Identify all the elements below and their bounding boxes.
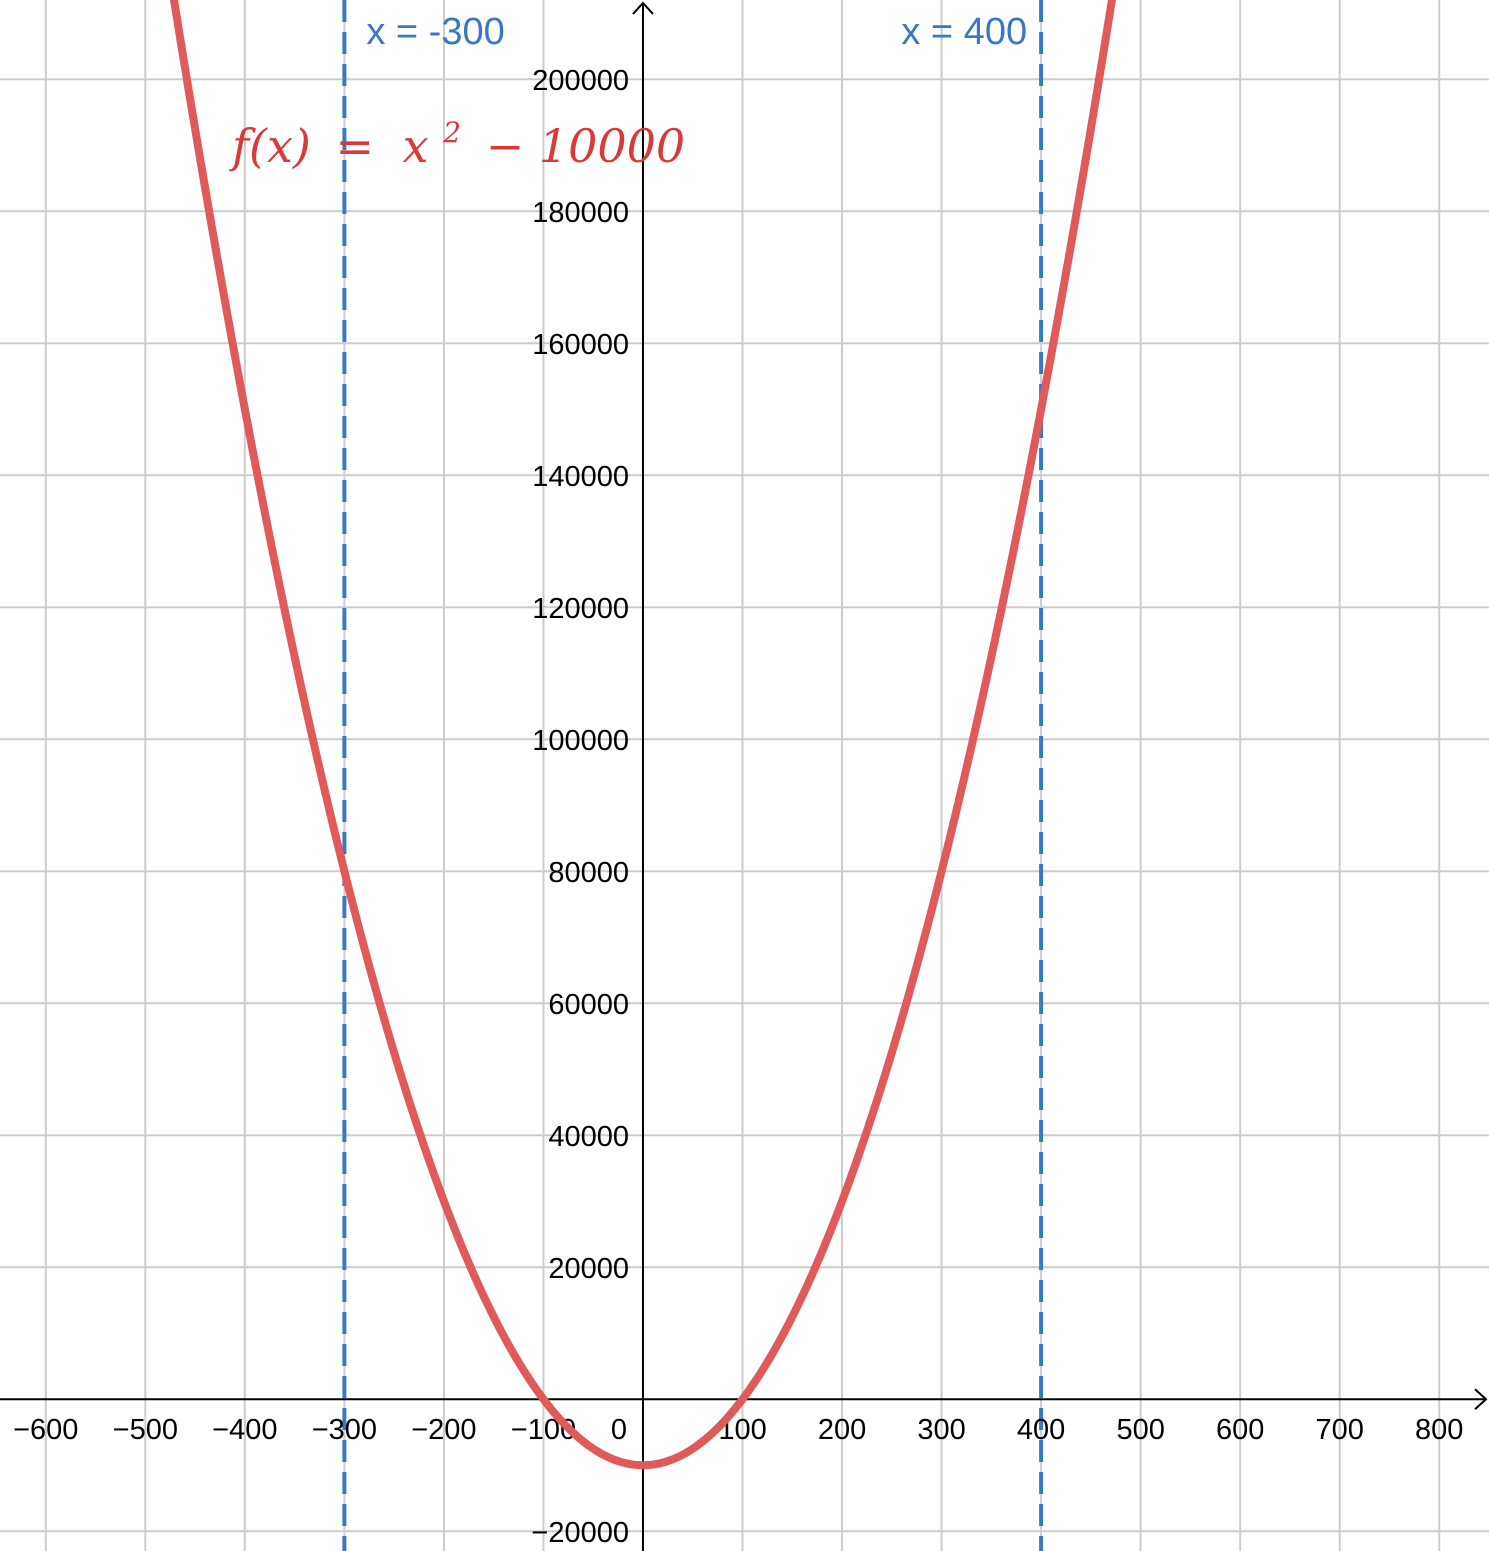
annotations: f(x) = x 2 − 10000 x = -300 x = 400 xyxy=(229,11,1027,173)
x-tick-label: −400 xyxy=(212,1414,277,1446)
function-curve xyxy=(169,0,1116,1470)
y-tick-label: 200000 xyxy=(532,65,629,97)
y-tick-label: 80000 xyxy=(548,857,629,889)
x-tick-label: −300 xyxy=(312,1414,377,1446)
function-label: f(x) = x 2 − 10000 xyxy=(229,99,685,173)
x-tick-label: −600 xyxy=(13,1414,78,1446)
vertical-lines xyxy=(342,0,1044,1551)
origin-label: 0 xyxy=(611,1414,627,1446)
x-tick-label: 400 xyxy=(1017,1414,1065,1446)
y-tick-label: 180000 xyxy=(532,197,629,229)
vertical-line-label: x = 400 xyxy=(901,11,1027,53)
x-tick-label: 300 xyxy=(917,1414,965,1446)
x-axis-arrow xyxy=(1474,1388,1488,1410)
x-tick-label: −500 xyxy=(113,1414,178,1446)
y-tick-label: 120000 xyxy=(532,593,629,625)
y-tick-label: 20000 xyxy=(548,1253,629,1285)
x-tick-label: 700 xyxy=(1316,1414,1364,1446)
vertical-line-label: x = -300 xyxy=(366,11,504,53)
x-tick-label: 200 xyxy=(818,1414,866,1446)
x-tick-label: 600 xyxy=(1216,1414,1264,1446)
y-tick-label: 100000 xyxy=(532,725,629,757)
y-tick-label: 140000 xyxy=(532,461,629,493)
tick-labels: −600 −500 −400 −300 −200 −100 100 200 300 400 500 6… xyxy=(13,65,1463,1549)
y-tick-label: −20000 xyxy=(531,1517,629,1549)
y-tick-label: 40000 xyxy=(548,1121,629,1153)
x-tick-label: 500 xyxy=(1116,1414,1164,1446)
curve-layer xyxy=(169,0,1116,1470)
y-tick-label: 60000 xyxy=(548,989,629,1021)
y-axis-arrow xyxy=(632,1,654,15)
y-tick-label: 160000 xyxy=(532,329,629,361)
x-tick-label: 800 xyxy=(1415,1414,1463,1446)
x-tick-label: −200 xyxy=(411,1414,476,1446)
